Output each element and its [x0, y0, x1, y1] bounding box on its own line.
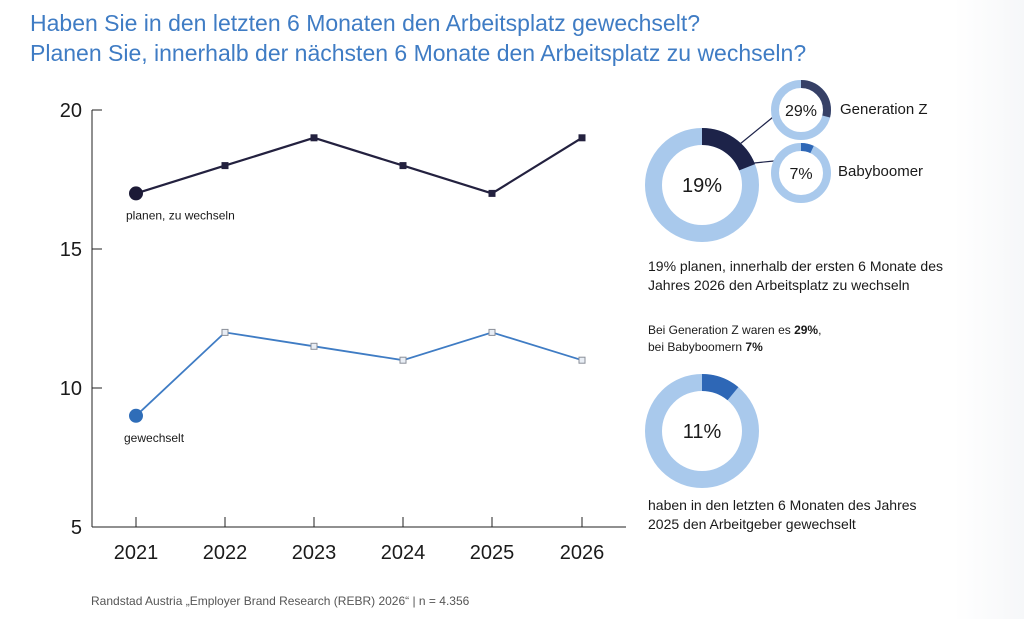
- plan-donut-segment: [645, 128, 759, 242]
- boomer-donut-segment: [771, 143, 831, 203]
- series-start-point: [129, 408, 143, 423]
- page-edge: [954, 0, 1024, 619]
- genz-label: Generation Z: [840, 101, 928, 118]
- series-start-point: [129, 186, 143, 201]
- title-line-2: Planen Sie, innerhalb der nächsten 6 Mon…: [30, 40, 807, 66]
- note-text-c: ,: [818, 323, 822, 337]
- data-point: [310, 134, 318, 142]
- series-label: gewechselt: [124, 431, 185, 445]
- genz-donut-segment: [771, 80, 831, 140]
- x-tick-label: 2022: [203, 542, 248, 564]
- x-tick-label: 2024: [381, 542, 426, 564]
- note-genz-value: 29%: [794, 323, 819, 337]
- data-point: [578, 134, 586, 142]
- chart-title: Haben Sie in den letzten 6 Monaten den A…: [30, 8, 806, 68]
- changed-donut-value: 11%: [683, 421, 722, 443]
- note-boomer-value: 7%: [745, 340, 763, 354]
- generation-note: Bei Generation Z waren es 29%, bei Babyb…: [648, 322, 948, 356]
- data-point: [221, 328, 229, 336]
- connector-genz: [739, 112, 779, 145]
- data-point: [310, 342, 318, 350]
- note-text-a: Bei Generation Z waren es: [648, 323, 795, 337]
- source-note: Randstad Austria „Employer Brand Researc…: [91, 594, 470, 608]
- x-tick-label: 2021: [114, 542, 159, 564]
- title-line-1: Haben Sie in den letzten 6 Monaten den A…: [30, 10, 700, 36]
- series-line: [135, 136, 583, 195]
- y-tick-label: 5: [71, 517, 82, 539]
- changed-description: haben in den letzten 6 Monaten des Jahre…: [648, 497, 917, 532]
- data-point: [399, 356, 407, 364]
- y-tick-label: 20: [60, 100, 82, 122]
- series-label: planen, zu wechseln: [126, 208, 235, 222]
- series-line: [135, 331, 583, 417]
- x-tick-label: 2026: [560, 542, 605, 564]
- x-tick-label: 2025: [470, 542, 515, 564]
- genz-donut-value: 29%: [785, 103, 817, 120]
- note-text-d: bei Babyboomern: [648, 340, 746, 354]
- y-tick-label: 15: [60, 239, 82, 261]
- data-point: [221, 162, 229, 170]
- plan-description: 19% planen, innerhalb der ersten 6 Monat…: [648, 258, 943, 293]
- data-point: [488, 189, 496, 197]
- data-point: [399, 162, 407, 170]
- changed-donut-segment: [645, 374, 759, 488]
- plan-donut-value: 19%: [682, 175, 722, 197]
- y-tick-label: 10: [60, 378, 82, 400]
- boomer-label: Babyboomer: [838, 163, 924, 180]
- boomer-donut-value: 7%: [789, 166, 812, 183]
- x-tick-label: 2023: [292, 542, 337, 564]
- data-point: [488, 328, 496, 336]
- data-point: [578, 356, 586, 364]
